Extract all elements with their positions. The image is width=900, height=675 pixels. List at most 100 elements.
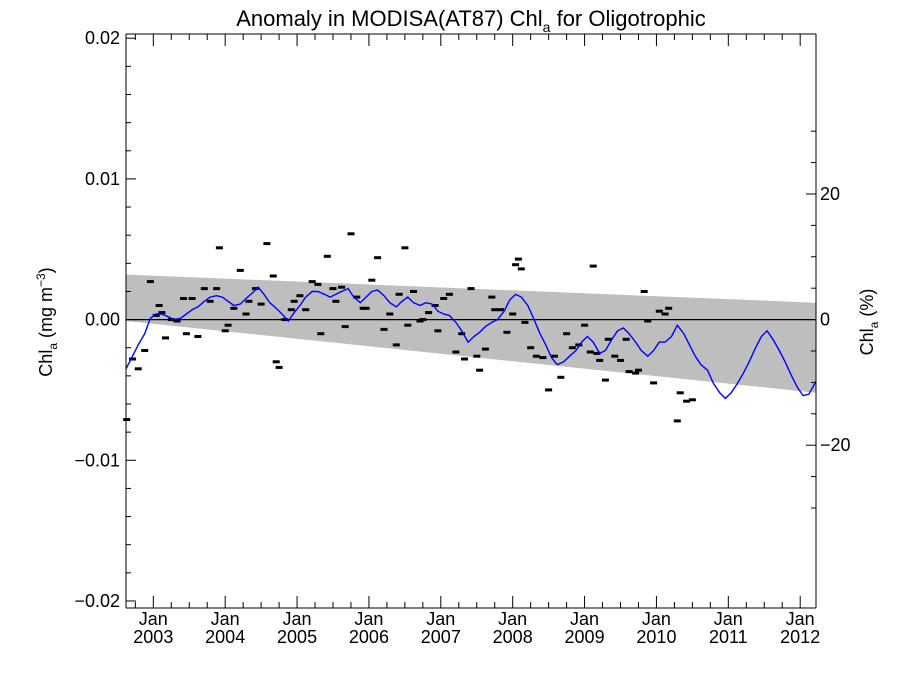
monthly-anomaly-marker [458,332,466,336]
monthly-anomaly-marker [586,350,594,354]
monthly-anomaly-marker [332,299,340,303]
monthly-anomaly-marker [401,246,409,250]
x-tick-month-label: Jan [570,609,599,629]
monthly-anomaly-marker [434,329,442,333]
monthly-anomaly-marker [452,350,460,354]
monthly-anomaly-marker [635,368,642,372]
monthly-anomaly-marker [317,332,325,336]
left-tick-label: 0.01 [85,169,120,189]
right-tick-label: −20 [820,435,851,455]
monthly-anomaly-marker [550,354,558,358]
monthly-anomaly-marker [568,346,576,350]
monthly-anomaly-marker [257,302,265,306]
monthly-anomaly-marker [473,354,481,358]
monthly-anomaly-marker [221,329,229,333]
monthly-anomaly-marker [512,263,520,267]
monthly-anomaly-marker [688,398,696,402]
monthly-anomaly-marker [425,311,433,315]
monthly-anomaly-marker [224,323,232,327]
monthly-anomaly-marker [287,308,295,312]
monthly-anomaly-marker [275,365,283,369]
left-axis-label-main: Chl [36,350,56,377]
monthly-anomaly-marker [431,304,439,307]
x-tick-month-label: Jan [283,609,312,629]
monthly-anomaly-marker [581,323,589,327]
monthly-anomaly-marker [158,311,166,315]
left-tick-label: 0.00 [85,310,120,330]
left-axis-label-close: ) [36,267,56,273]
x-tick-year-label: 2003 [133,627,173,647]
monthly-anomaly-marker [134,367,142,371]
monthly-anomaly-marker [245,299,253,303]
monthly-anomaly-marker [650,381,658,385]
smoothed-anomaly-line [125,286,817,400]
monthly-anomaly-marker [661,312,669,316]
monthly-anomaly-marker [625,370,633,374]
x-tick-year-label: 2004 [205,627,245,647]
monthly-anomaly-marker [601,378,609,382]
monthly-anomaly-marker [296,294,304,298]
monthly-anomaly-marker [557,375,565,379]
monthly-anomaly-marker [215,246,223,250]
monthly-anomaly-marker [380,327,388,331]
monthly-anomaly-marker [323,254,331,258]
monthly-anomaly-marker [539,356,547,360]
monthly-anomaly-marker [269,274,277,278]
left-axis-label: Chla (mg m−3) [34,267,60,376]
monthly-anomaly-marker [374,256,382,260]
monthly-anomaly-marker [152,313,160,317]
monthly-anomaly-marker [497,308,504,312]
monthly-anomaly-marker [461,357,468,361]
left-axis-label-subscript: a [46,343,60,350]
right-axis-label-subscript: a [867,321,881,328]
x-tick-year-label: 2005 [277,627,317,647]
monthly-anomaly-marker [146,280,154,284]
chart-title-subscript: a [543,19,551,35]
monthly-anomaly-marker [440,297,448,300]
monthly-anomaly-marker [532,354,540,358]
monthly-anomaly-marker [596,358,604,362]
x-tick-month-label: Jan [139,609,168,629]
monthly-anomaly-marker [194,335,202,338]
monthly-anomaly-marker [167,318,175,322]
monthly-anomaly-marker [655,309,663,313]
monthly-anomaly-marker [263,242,271,246]
monthly-anomaly-marker [200,287,208,291]
monthly-anomaly-marker [362,306,370,310]
x-tick-year-label: 2006 [349,627,389,647]
chart-title-main: Anomaly in MODISA(AT87) Chl [236,6,542,31]
monthly-anomaly-marker [611,354,619,358]
left-axis-label-units: (mg m [36,287,56,343]
x-tick-month-label: Jan [786,609,815,629]
monthly-anomaly-marker [341,325,349,329]
x-tick-year-label: 2010 [636,627,676,647]
confidence-band [126,274,816,393]
monthly-anomaly-marker [503,330,511,334]
monthly-anomaly-marker [545,388,553,392]
monthly-anomaly-marker [604,337,612,341]
right-axis-label-main: Chl [857,328,877,355]
monthly-anomaly-marker [622,337,630,341]
monthly-anomaly-marker [563,332,571,336]
plot-area [123,232,817,423]
monthly-anomaly-marker [481,347,489,351]
monthly-anomaly-marker [683,399,691,403]
monthly-anomaly-marker [302,308,310,312]
monthly-anomaly-marker [353,295,361,299]
monthly-anomaly-marker [347,232,355,236]
monthly-anomaly-marker [467,287,475,291]
x-tick-year-label: 2009 [565,627,605,647]
monthly-anomaly-marker [491,308,499,312]
x-tick-year-label: 2011 [709,627,748,647]
monthly-anomaly-marker [517,267,525,271]
monthly-anomaly-marker [329,287,337,291]
monthly-anomaly-marker [410,290,417,293]
monthly-anomaly-marker [476,368,484,372]
monthly-anomaly-marker [173,319,181,323]
monthly-anomaly-marker [242,312,250,316]
monthly-anomaly-marker [676,391,684,395]
left-axis-label-exponent: −3 [34,273,48,287]
x-tick-month-label: Jan [354,609,383,629]
left-tick-label: −0.02 [74,591,120,611]
